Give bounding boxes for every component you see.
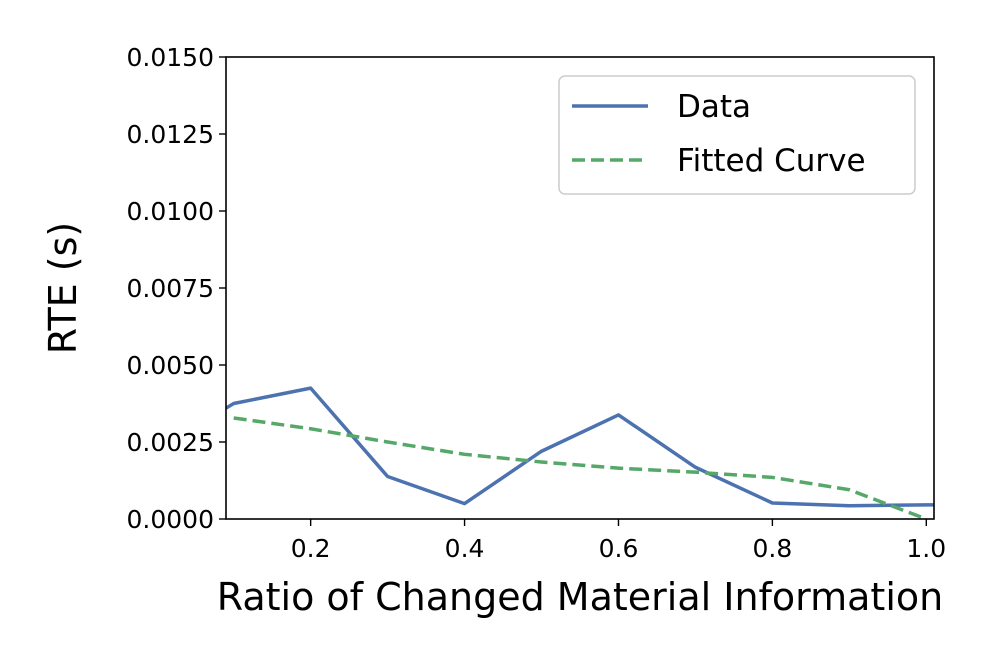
x-tick-label: 1.0 [906, 534, 946, 563]
x-tick-label: 0.4 [445, 534, 485, 563]
x-tick-label: 0.2 [291, 534, 331, 563]
x-tick-label: 0.6 [599, 534, 639, 563]
series-line-data [226, 386, 934, 508]
y-tick-label: 0.0150 [127, 43, 214, 72]
series-line-fitted-curve [233, 416, 927, 519]
y-tick-label: 0.0075 [127, 274, 214, 303]
y-tick-label: 0.0025 [127, 428, 214, 457]
y-tick-label: 0.0000 [127, 505, 214, 534]
y-tick-label: 0.0100 [127, 197, 214, 226]
plot-frame [225, 56, 935, 520]
legend-label-data: Data [677, 89, 751, 125]
legend-label-fitted-curve: Fitted Curve [677, 143, 866, 179]
y-tick-label: 0.0050 [127, 351, 214, 380]
x-tick-label: 0.8 [753, 534, 793, 563]
x-axis-label: Ratio of Changed Material Information [217, 575, 943, 619]
y-tick-label: 0.0125 [127, 120, 214, 149]
legend: Data Fitted Curve [558, 75, 916, 195]
y-axis-ticks: 0.0000 0.0025 0.0050 0.0075 0.0100 0.0125 0.01… [127, 43, 226, 534]
x-axis-ticks: 0.2 0.4 0.6 0.8 1.0 [291, 519, 946, 563]
series-layer [226, 386, 934, 519]
y-axis-label: RTE (s) [41, 222, 85, 354]
